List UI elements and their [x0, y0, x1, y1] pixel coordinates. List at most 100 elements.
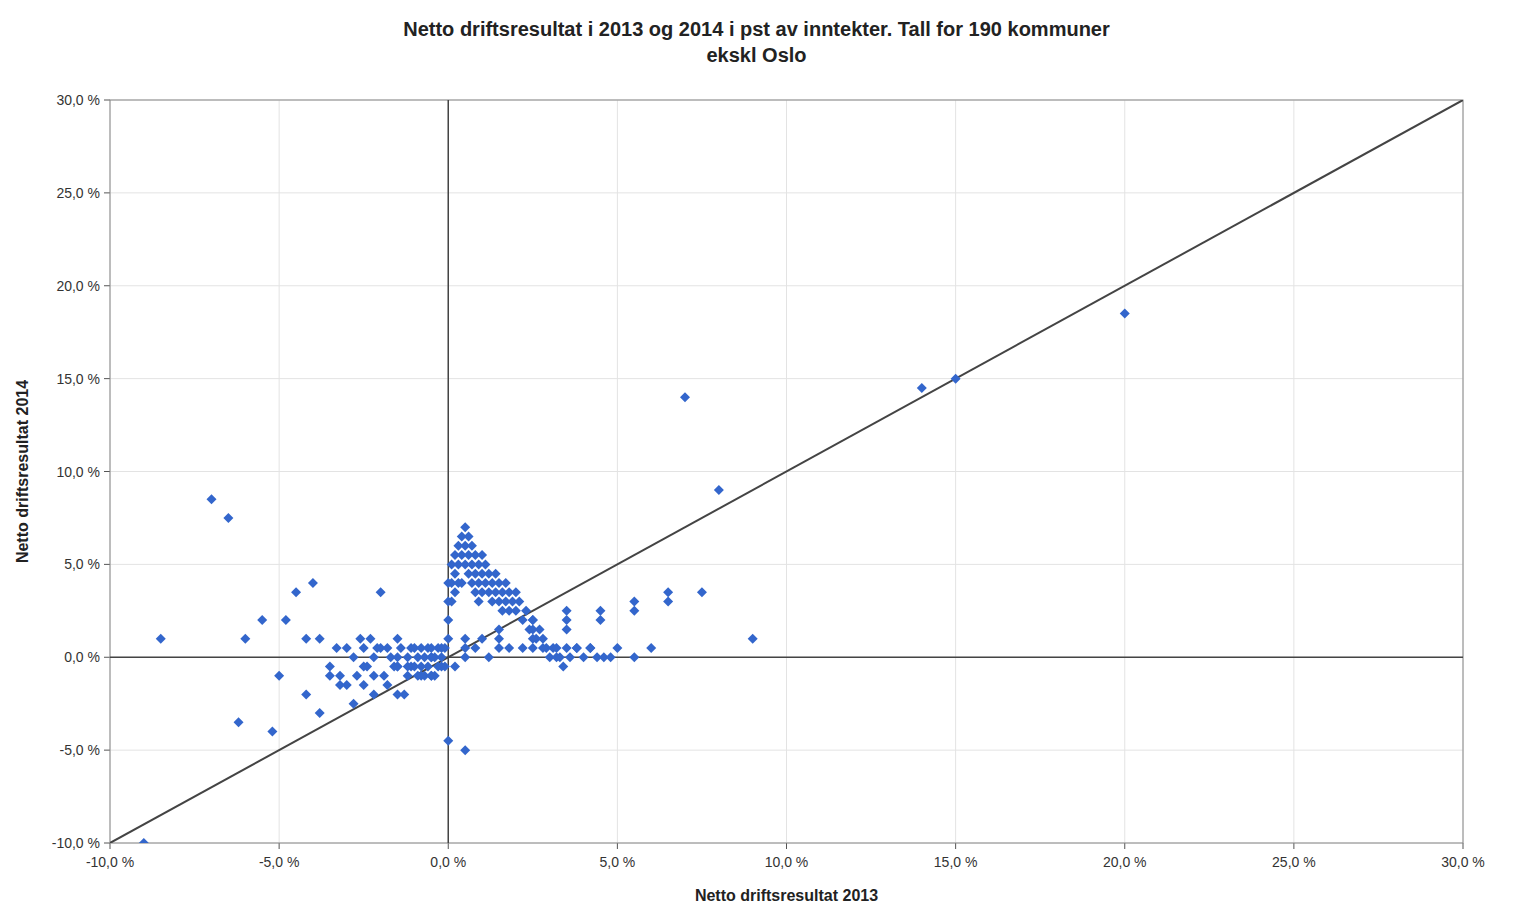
point [518, 615, 528, 625]
point [359, 643, 369, 653]
point [335, 671, 345, 681]
points [139, 309, 1130, 843]
point [480, 559, 490, 569]
point [281, 615, 291, 625]
point [450, 569, 460, 579]
tick-y [104, 564, 110, 565]
point [308, 578, 318, 588]
point [538, 643, 548, 653]
y-axis-label: Netto driftsresultat 2014 [14, 380, 31, 563]
point [403, 662, 413, 672]
point [274, 671, 284, 681]
x-axis-label: Netto driftsresultat 2013 [695, 887, 878, 904]
tick-y [104, 471, 110, 472]
point [460, 652, 470, 662]
point [457, 578, 467, 588]
plot-area [110, 100, 1463, 843]
point [477, 550, 487, 560]
point [393, 662, 403, 672]
point [663, 597, 673, 607]
point [528, 615, 538, 625]
tick-label-y: -5,0 % [60, 742, 100, 758]
point [450, 587, 460, 597]
point [595, 615, 605, 625]
tick-label-x: 5,0 % [599, 854, 635, 870]
point [349, 699, 359, 709]
tick-x [1463, 843, 1464, 849]
point [206, 494, 216, 504]
grid-line-x [448, 100, 449, 843]
point [382, 680, 392, 690]
diagonal-line [110, 100, 1463, 843]
point [426, 643, 436, 653]
tick-label-y: 10,0 % [56, 464, 100, 480]
point [440, 643, 450, 653]
grid-line-y [110, 564, 1463, 565]
point [562, 624, 572, 634]
title-line: ekskl Oslo [706, 44, 806, 66]
point [612, 643, 622, 653]
tick-x [786, 843, 787, 849]
point [234, 717, 244, 727]
point [562, 615, 572, 625]
point [470, 643, 480, 653]
point [579, 652, 589, 662]
axes: -10,0 %-5,0 %0,0 %5,0 %10,0 %15,0 %20,0 … [52, 92, 1485, 870]
point [332, 643, 342, 653]
zero-line-y [110, 657, 1463, 659]
point [551, 643, 561, 653]
point [606, 652, 616, 662]
tick-x [448, 843, 449, 849]
point [393, 652, 403, 662]
point [464, 532, 474, 542]
point [572, 643, 582, 653]
point [369, 652, 379, 662]
point [403, 671, 413, 681]
point [365, 634, 375, 644]
tick-label-y: -10,0 % [52, 835, 100, 851]
point [528, 634, 538, 644]
point [528, 643, 538, 653]
tick-y [104, 285, 110, 286]
point [917, 383, 927, 393]
point [646, 643, 656, 653]
tick-y [104, 100, 110, 101]
point [629, 597, 639, 607]
chart-svg: Netto driftsresultat i 2013 og 2014 i ps… [0, 0, 1513, 923]
zero-line-x [448, 100, 450, 843]
point [460, 643, 470, 653]
tick-label-y: 25,0 % [56, 185, 100, 201]
point [369, 671, 379, 681]
point [680, 392, 690, 402]
grid-line-y [110, 657, 1463, 658]
tick-y [104, 657, 110, 658]
chart-container: Netto driftsresultat i 2013 og 2014 i ps… [0, 0, 1513, 923]
point [301, 689, 311, 699]
background [0, 0, 1513, 923]
tick-y [104, 843, 110, 844]
point [511, 587, 521, 597]
point [491, 569, 501, 579]
tick-label-x: -5,0 % [259, 854, 299, 870]
point [335, 680, 345, 690]
point [393, 662, 403, 672]
tick-x [1293, 843, 1294, 849]
grid-line-y [110, 285, 1463, 286]
point [382, 643, 392, 653]
point [714, 485, 724, 495]
grid-line-y [110, 378, 1463, 379]
point [538, 634, 548, 644]
tick-label-x: 10,0 % [765, 854, 809, 870]
point [521, 606, 531, 616]
point [393, 689, 403, 699]
point [349, 652, 359, 662]
tick-label-x: 30,0 % [1441, 854, 1485, 870]
title-line: Netto driftsresultat i 2013 og 2014 i ps… [403, 18, 1110, 40]
point [352, 671, 362, 681]
grid [110, 100, 1463, 843]
point [555, 652, 565, 662]
tick-x [617, 843, 618, 849]
point [240, 634, 250, 644]
point [518, 643, 528, 653]
point [403, 652, 413, 662]
